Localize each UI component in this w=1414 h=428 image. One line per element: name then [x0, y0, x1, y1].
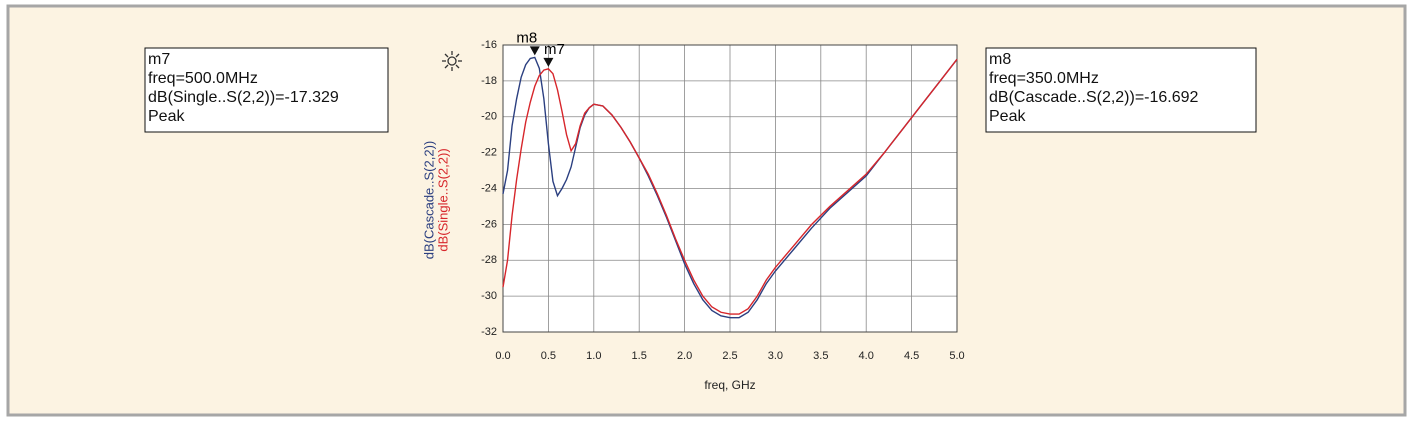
x-tick-label: 3.0 — [768, 350, 783, 362]
x-tick-label: 5.0 — [949, 350, 964, 362]
marker-readout: Peak — [148, 108, 185, 125]
series-line — [502, 58, 958, 315]
y-tick-label: -24 — [481, 182, 497, 194]
x-tick-label: 2.0 — [677, 350, 692, 362]
x-tick-label: 4.0 — [859, 350, 874, 362]
y-tick-label: -32 — [481, 326, 497, 338]
x-tick-label: 3.5 — [813, 350, 828, 362]
x-tick-label: 2.5 — [722, 350, 737, 362]
marker-readout: dB(Cascade..S(2,2))=-16.692 — [989, 89, 1199, 106]
plot-frame — [502, 44, 958, 333]
x-tick-label: 1.5 — [632, 350, 647, 362]
marker-box — [144, 47, 389, 133]
legend-label: dB(Single..S(2,2)) — [435, 148, 450, 251]
y-tick-label: -20 — [481, 111, 497, 123]
marker-readout: Peak — [989, 108, 1026, 125]
marker-readout: dB(Single..S(2,2))=-17.329 — [148, 89, 339, 106]
y-tick-label: -28 — [481, 254, 497, 266]
y-tick-label: -18 — [481, 75, 497, 87]
marker-readout: freq=500.0MHz — [148, 70, 258, 87]
x-tick-label: 0.5 — [541, 350, 556, 362]
x-tick-label: 4.5 — [904, 350, 919, 362]
x-tick-label: 1.0 — [586, 350, 601, 362]
marker-readout: freq=350.0MHz — [989, 70, 1099, 87]
x-tick-label: 0.0 — [495, 350, 510, 362]
legend-label: dB(Cascade..S(2,2)) — [421, 141, 436, 260]
icon — [442, 51, 462, 71]
x-axis-label: freq, GHz — [704, 378, 755, 392]
marker-triangle — [529, 46, 540, 56]
y-tick-label: -16 — [481, 39, 497, 51]
marker-box-title: m7 — [148, 51, 170, 68]
marker-label: m8 — [516, 29, 537, 46]
marker-box — [985, 47, 1257, 133]
marker-label: m7 — [544, 41, 565, 58]
marker-triangle — [543, 57, 554, 67]
marker-box-title: m8 — [989, 51, 1011, 68]
y-tick-label: -22 — [481, 147, 497, 159]
y-tick-label: -26 — [481, 218, 497, 230]
y-tick-label: -30 — [481, 290, 497, 302]
